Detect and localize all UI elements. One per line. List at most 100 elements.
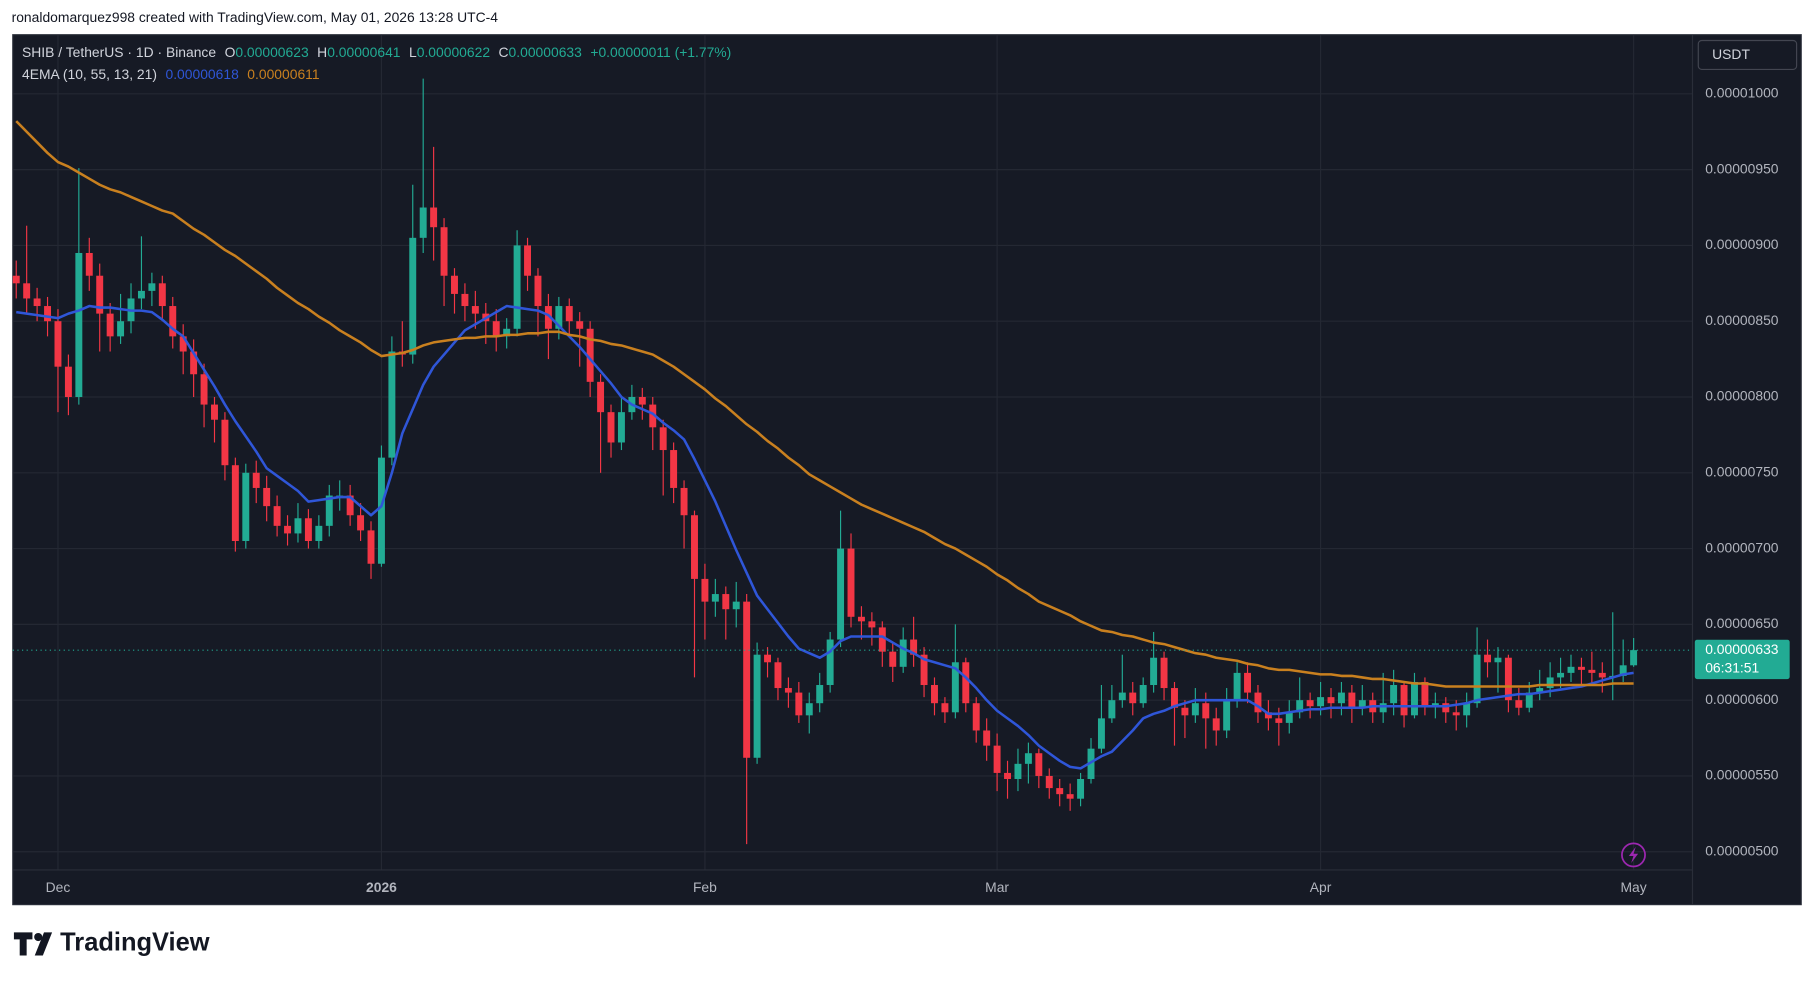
candle-body <box>346 495 354 516</box>
candle-body <box>221 419 229 466</box>
x-tick-label: Feb <box>693 879 717 895</box>
x-tick-label: Mar <box>985 879 1009 895</box>
y-tick-label: 0.00000700 <box>1705 539 1779 555</box>
candle-body <box>1045 775 1053 789</box>
candle-body <box>190 351 198 375</box>
ema-line <box>16 304 1634 770</box>
legend-key: L <box>409 44 417 60</box>
legend-value: 0.00000633 <box>509 44 583 60</box>
candle-body <box>1004 772 1011 779</box>
indicator-value: 0.00000618 <box>165 66 239 82</box>
candle-body <box>440 227 448 276</box>
candle-body <box>200 374 208 405</box>
candle-body <box>941 703 949 713</box>
candle-body <box>732 601 740 610</box>
candle-body <box>169 306 177 337</box>
candle-body <box>576 321 584 329</box>
candle-body <box>148 283 156 291</box>
candle-body <box>670 450 678 488</box>
candle-body <box>586 328 594 382</box>
marks <box>12 78 1693 845</box>
candle-body <box>377 457 385 564</box>
candle-body <box>1087 748 1095 779</box>
candle-body <box>972 703 980 731</box>
y-tick-label: 0.00000650 <box>1705 615 1779 631</box>
candle-body <box>753 654 761 758</box>
candle-body <box>1577 666 1585 670</box>
candle-body <box>492 321 500 337</box>
currency-button[interactable] <box>1697 39 1798 70</box>
legend-key: H <box>317 44 327 60</box>
candle-body <box>1233 672 1241 701</box>
candle-body <box>179 336 187 352</box>
candle-body <box>1223 700 1231 731</box>
candle-body <box>96 275 104 314</box>
candle-body <box>920 654 928 686</box>
alert-bolt <box>1628 846 1639 864</box>
candle-body <box>1442 703 1450 713</box>
currency[interactable]: USDT <box>1712 46 1750 62</box>
candle-body <box>565 306 573 322</box>
candle-body <box>878 627 886 652</box>
chart-frame <box>12 34 1802 906</box>
legend-change: +0.00000011 (+1.77%) <box>590 44 731 60</box>
candle-body <box>1421 681 1429 707</box>
candle-body <box>117 321 125 337</box>
candle-body <box>1077 778 1085 799</box>
candle-body <box>931 685 938 704</box>
legend-symbol: SHIB / TetherUS · 1D · Binance <box>22 44 216 60</box>
candle-body <box>1588 669 1596 673</box>
candle-body <box>85 252 93 276</box>
candle-body <box>784 688 792 693</box>
candle-body <box>1160 657 1168 689</box>
candle-body <box>962 662 970 704</box>
y-tick-label: 0.00000600 <box>1705 691 1779 707</box>
candle-body <box>23 283 31 299</box>
candle-body <box>1431 703 1439 707</box>
candle-body <box>1452 712 1460 716</box>
candle-body <box>211 404 218 420</box>
candle-body <box>1598 672 1606 678</box>
candle-body <box>1254 692 1262 713</box>
ema-line <box>15 120 1634 688</box>
legend-key: C <box>499 44 509 60</box>
candle-body <box>1317 697 1325 707</box>
header: ronaldomarquez998 created with TradingVi… <box>12 9 499 25</box>
labels: 0.00000500 0.00000550 0.00000600 0.00000650… <box>46 84 1790 895</box>
candle-body <box>1108 700 1116 719</box>
alert-icon[interactable] <box>1621 842 1646 868</box>
candle-body <box>1484 654 1491 663</box>
candle-body <box>1097 718 1105 749</box>
candle-body <box>367 530 375 564</box>
candle-body <box>1536 688 1544 693</box>
legend-value: 0.00000623 <box>235 44 309 60</box>
candle-body <box>649 404 657 428</box>
candle-body <box>1181 707 1189 716</box>
candle-body <box>607 412 615 443</box>
candle-body <box>795 692 803 716</box>
candle-body <box>1129 692 1137 704</box>
candle-body <box>743 601 751 758</box>
candle-body <box>691 515 698 579</box>
candle-body <box>847 548 855 617</box>
candle-body <box>284 525 292 534</box>
indicator-row: 4EMA (10, 55, 13, 21) 0.00000618 0.00000… <box>22 66 320 82</box>
candle-body <box>357 515 365 531</box>
y-tick-label: 0.00000950 <box>1705 160 1779 176</box>
y-tick-label: 0.00000500 <box>1705 842 1779 858</box>
candle-body <box>1525 692 1533 708</box>
candle-body <box>1191 703 1199 716</box>
candle-body <box>503 328 511 337</box>
candle-body <box>1473 654 1481 704</box>
candle-body <box>680 487 688 516</box>
y-tick-label: 0.00000800 <box>1705 388 1779 404</box>
candle-body <box>325 495 333 526</box>
candle-body <box>64 366 72 397</box>
candle-body <box>544 306 552 329</box>
candle-body <box>409 237 417 355</box>
candle-body <box>158 283 166 307</box>
price-label: 0.00000633 <box>1705 641 1779 657</box>
candle-body <box>1515 700 1523 708</box>
candle-body <box>273 506 281 526</box>
